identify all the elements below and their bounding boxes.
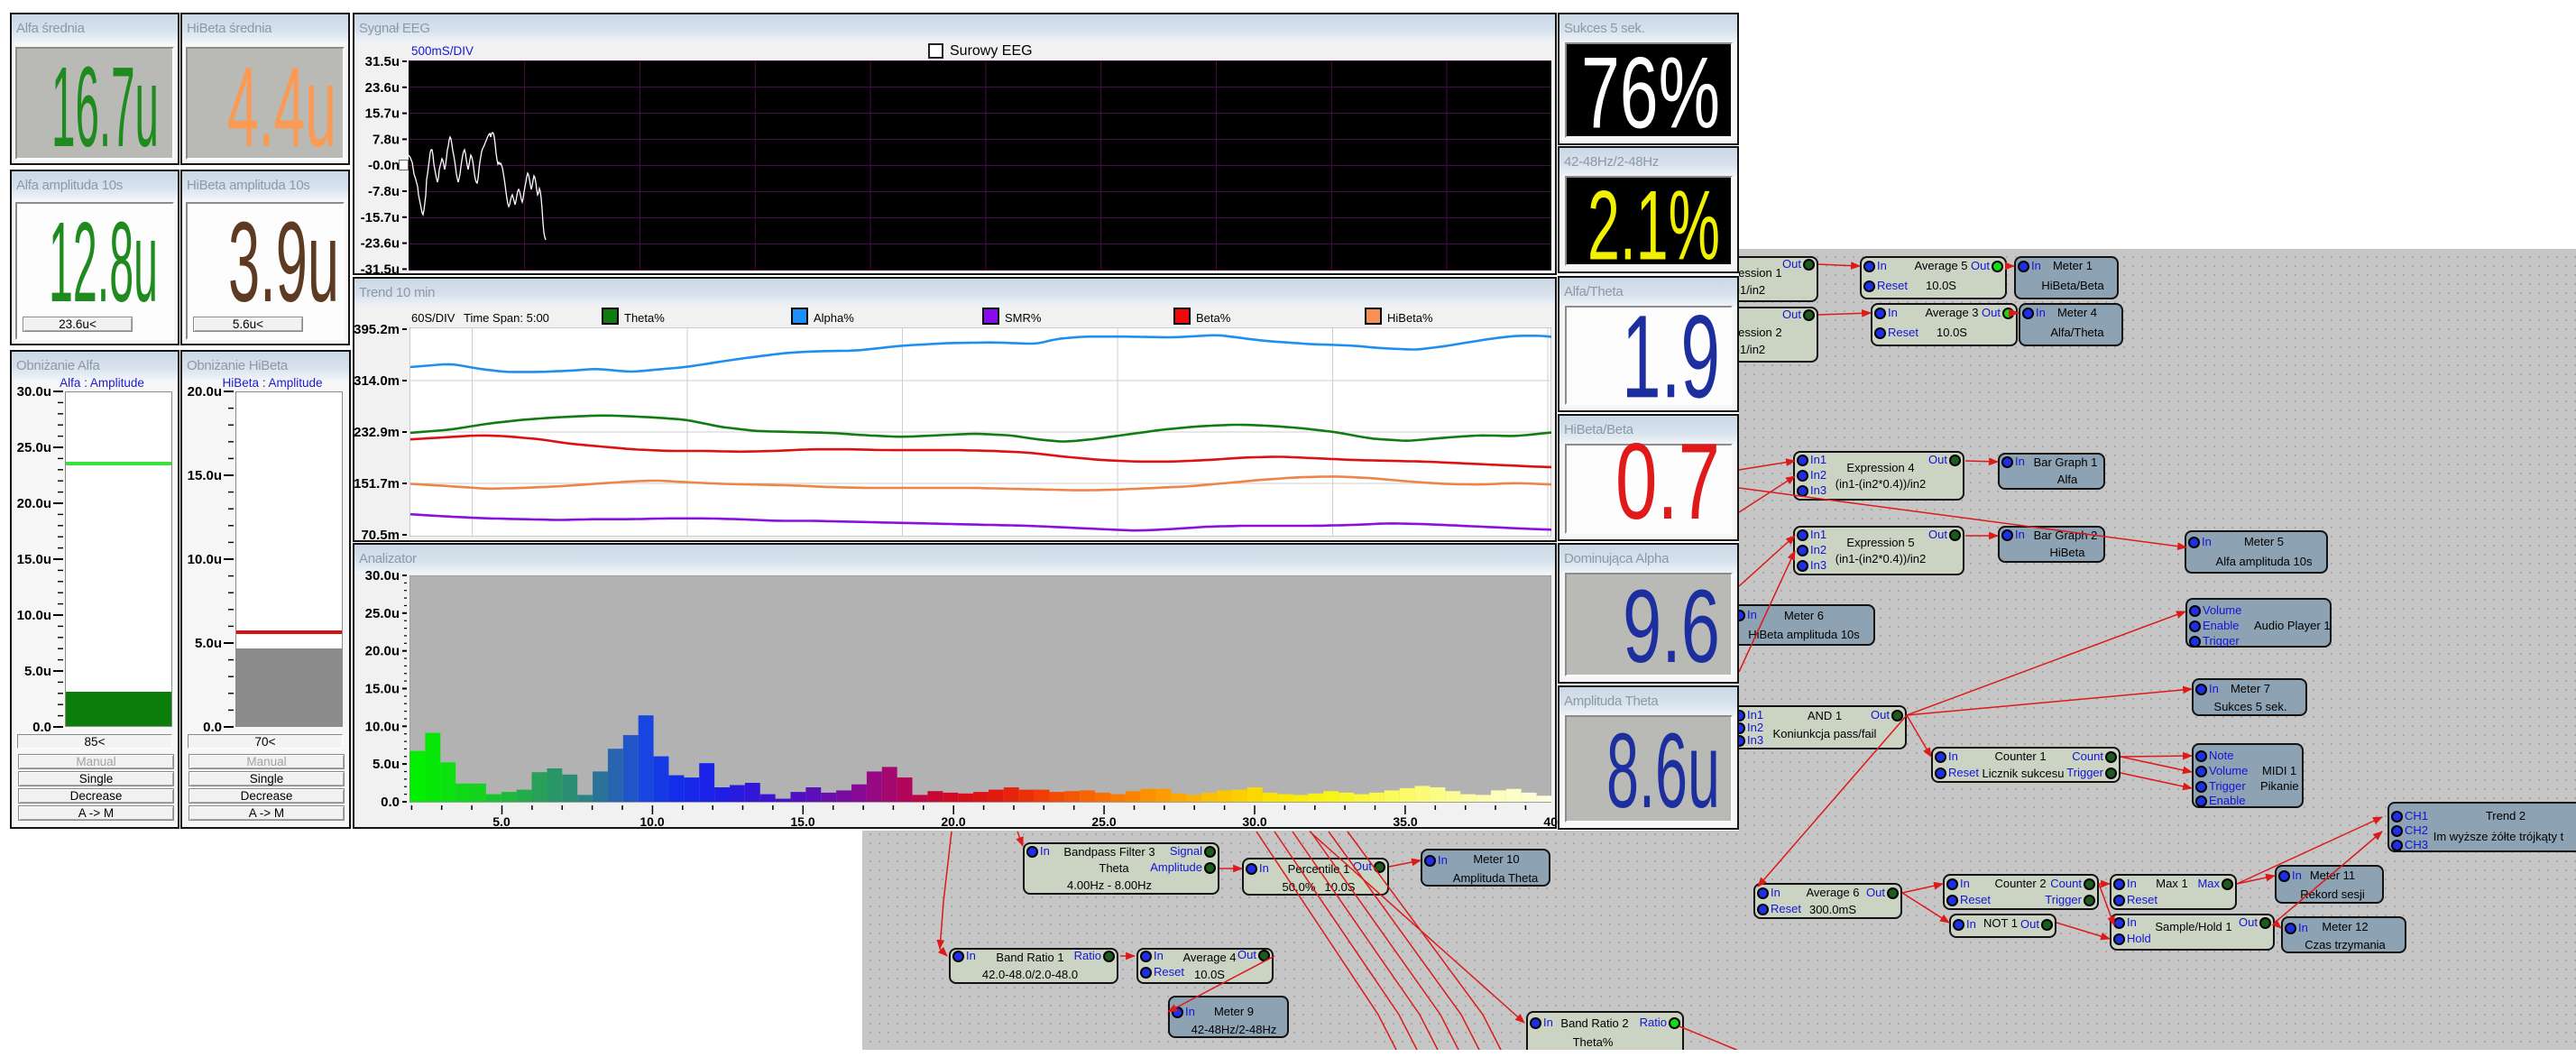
svg-text:70.5m: 70.5m [361, 528, 400, 543]
svg-text:8.6u: 8.6u [1606, 721, 1720, 816]
svg-text:5.0u: 5.0u [24, 664, 51, 679]
svg-text:16.7u: 16.7u [51, 54, 159, 155]
svg-text:7.8u: 7.8u [373, 132, 400, 147]
svg-text:5.0u: 5.0u [373, 757, 400, 772]
svg-text:9.6: 9.6 [1623, 577, 1720, 671]
svg-text:15.0u: 15.0u [188, 468, 222, 483]
svg-text:15.0u: 15.0u [17, 552, 51, 567]
svg-text:31.5u: 31.5u [365, 54, 400, 69]
svg-text:0.7: 0.7 [1615, 431, 1720, 528]
svg-text:25.0u: 25.0u [365, 606, 400, 621]
svg-text:1.9: 1.9 [1622, 302, 1720, 406]
svg-text:76%: 76% [1581, 45, 1720, 137]
svg-text:10.0u: 10.0u [17, 608, 51, 623]
svg-text:10.0u: 10.0u [188, 552, 222, 567]
svg-text:3.9u: 3.9u [228, 209, 339, 310]
svg-text:-7.8u: -7.8u [368, 184, 400, 199]
svg-text:314.0m: 314.0m [354, 373, 400, 389]
svg-text:2.1%: 2.1% [1587, 179, 1720, 269]
svg-text:15.0u: 15.0u [365, 681, 400, 696]
svg-text:-0.0n: -0.0n [368, 158, 400, 173]
svg-text:151.7m: 151.7m [354, 476, 400, 492]
svg-text:0.0: 0.0 [32, 720, 51, 735]
svg-text:0.0: 0.0 [381, 795, 400, 810]
svg-text:25.0u: 25.0u [17, 440, 51, 455]
svg-text:395.2m: 395.2m [354, 322, 400, 337]
svg-text:232.9m: 232.9m [354, 425, 400, 440]
svg-text:4.4u: 4.4u [227, 54, 336, 155]
svg-text:20.0u: 20.0u [365, 644, 400, 659]
svg-text:-31.5u: -31.5u [361, 262, 400, 277]
svg-text:30.0u: 30.0u [365, 568, 400, 584]
svg-text:15.7u: 15.7u [365, 106, 400, 122]
svg-text:-23.6u: -23.6u [361, 236, 400, 252]
svg-text:20.0u: 20.0u [188, 384, 222, 400]
svg-text:-15.7u: -15.7u [361, 210, 400, 225]
svg-text:12.8u: 12.8u [49, 209, 158, 310]
svg-text:30.0u: 30.0u [17, 384, 51, 400]
svg-text:5.0u: 5.0u [195, 636, 222, 651]
svg-text:0.0: 0.0 [203, 720, 222, 735]
svg-text:20.0u: 20.0u [17, 496, 51, 511]
svg-text:23.6u: 23.6u [365, 80, 400, 96]
svg-text:10.0u: 10.0u [365, 719, 400, 734]
